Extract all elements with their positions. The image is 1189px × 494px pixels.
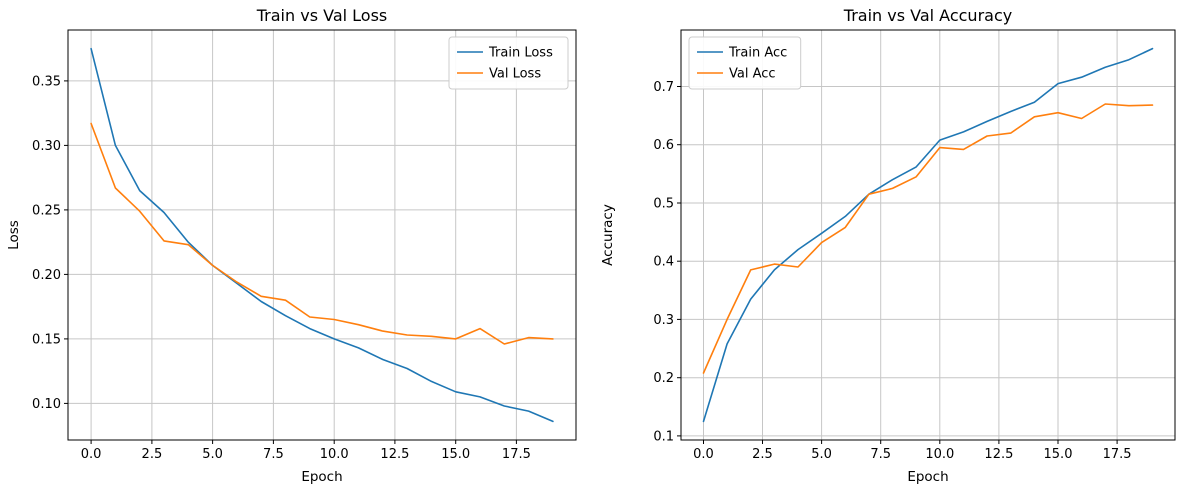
y-tick-label: 0.2: [653, 371, 674, 386]
y-tick-label: 0.5: [653, 197, 674, 212]
legend-label: Train Acc: [728, 46, 787, 61]
x-tick-label: 5.0: [811, 447, 832, 462]
y-tick-label: 0.30: [32, 139, 61, 154]
y-tick-label: 0.4: [653, 255, 674, 270]
x-tick-label: 10.0: [925, 447, 954, 462]
x-tick-label: 0.0: [81, 447, 102, 462]
y-tick-label: 0.25: [32, 203, 61, 218]
y-axis-label: Accuracy: [600, 204, 616, 266]
x-tick-label: 12.5: [380, 447, 409, 462]
x-tick-label: 5.0: [202, 447, 223, 462]
series-line: [90, 122, 554, 345]
x-tick-label: 15.0: [1044, 447, 1073, 462]
accuracy-chart: 0.0 2.5 5.0 7.5 10.0 12.5 15.0 17.5 0.1 0.2 0.3 0.4…: [594, 0, 1189, 490]
y-axis-label: Loss: [6, 220, 22, 250]
legend-label: Val Loss: [489, 67, 541, 82]
loss-chart-svg: 0.0 2.5 5.0 7.5 10.0 12.5 15.0 17.5 0.10 0.15 0.20…: [0, 0, 594, 490]
y-tick-label: 0.10: [32, 397, 61, 412]
x-tick-label: 2.5: [142, 447, 163, 462]
x-tick-label: 7.5: [870, 447, 891, 462]
axes-frame: [67, 29, 577, 441]
x-tick-label: 2.5: [752, 447, 773, 462]
legend: Train Acc Val Acc: [688, 36, 802, 90]
x-tick-label: 10.0: [320, 447, 349, 462]
y-tick-label: 0.6: [653, 138, 674, 153]
y-tick-label: 0.20: [32, 268, 61, 283]
x-axis-label: Epoch: [301, 469, 342, 485]
grid: [68, 30, 576, 440]
plot-background: [594, 0, 1189, 490]
series-line: [90, 47, 554, 423]
x-tick-label: 0.0: [693, 447, 714, 462]
series-line: [702, 47, 1154, 423]
x-tick-label: 12.5: [984, 447, 1013, 462]
series-line: [702, 103, 1154, 374]
chart-title: Train vs Val Loss: [256, 6, 388, 25]
y-tick-label: 0.1: [653, 429, 674, 444]
legend-label: Train Loss: [488, 46, 553, 61]
legend: Train Loss Val Loss: [448, 36, 569, 90]
x-tick-label: 17.5: [502, 447, 531, 462]
ticks: 0.0 2.5 5.0 7.5 10.0 12.5 15.0 17.5 0.1 0.2 0.3 0.4…: [653, 80, 1131, 462]
legend-label: Val Acc: [729, 67, 776, 82]
y-tick-label: 0.15: [32, 332, 61, 347]
x-tick-label: 17.5: [1103, 447, 1132, 462]
loss-chart: 0.0 2.5 5.0 7.5 10.0 12.5 15.0 17.5 0.10 0.15 0.20…: [0, 0, 594, 490]
y-tick-label: 0.7: [653, 80, 674, 95]
y-tick-label: 0.35: [32, 74, 61, 89]
x-tick-label: 15.0: [441, 447, 470, 462]
y-tick-label: 0.3: [653, 313, 674, 328]
x-axis-label: Epoch: [907, 469, 948, 485]
axes-frame: [680, 29, 1176, 441]
ticks: 0.0 2.5 5.0 7.5 10.0 12.5 15.0 17.5 0.10 0.15 0.20…: [32, 74, 531, 462]
accuracy-chart-svg: 0.0 2.5 5.0 7.5 10.0 12.5 15.0 17.5 0.1 0.2 0.3 0.4…: [594, 0, 1189, 490]
x-tick-label: 7.5: [263, 447, 284, 462]
chart-title: Train vs Val Accuracy: [843, 6, 1012, 25]
